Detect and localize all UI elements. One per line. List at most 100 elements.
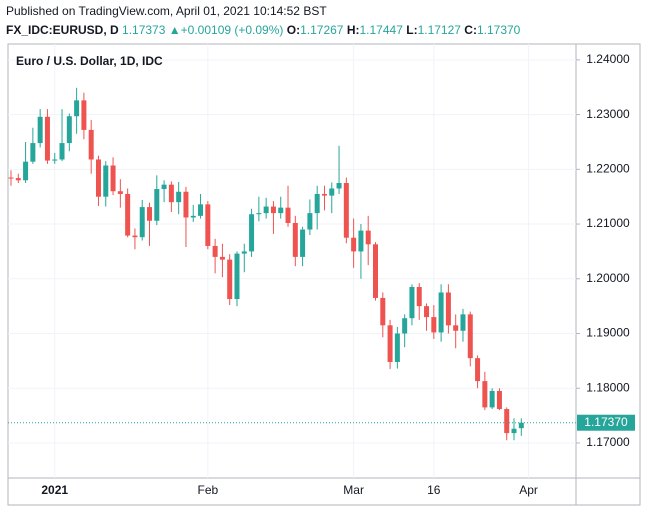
quote-line: FX_IDC:EURUSD, D 1.17373 ▲+0.00109 (+0.0… [6,23,521,37]
candle-body [15,178,21,181]
candle-body [59,143,65,160]
arrow: ▲ [169,23,181,37]
x-tick-label: Apr [519,483,538,497]
x-tick-label: Feb [197,483,218,497]
candle-body [336,183,342,189]
candle-body [518,422,524,429]
candle-body [139,207,145,238]
candle-body [183,191,189,218]
candle-body [256,213,262,215]
candle-body [95,159,101,197]
field-key: O: [287,23,300,37]
candle-body [219,256,225,260]
candle-body [365,230,371,245]
x-tick-label: Mar [343,483,364,497]
candle-body [438,292,444,333]
symbol: FX_IDC:EURUSD, D [6,23,119,37]
candle-body [52,159,58,161]
field-value: 1.17267 [300,23,344,37]
field-value: 1.17127 [418,23,462,37]
last-price-box [577,414,635,431]
candle-body [511,428,517,434]
candle-body [300,229,306,257]
candle-body [190,215,196,218]
change: +0.00109 (+0.09%) [181,23,284,37]
candle-body [278,207,284,214]
candle-body [234,253,240,300]
y-tick-label: 1.19000 [586,326,630,340]
candle-body [460,314,466,331]
y-tick-label: 1.24000 [586,52,630,66]
y-tick-label: 1.23000 [586,107,630,121]
candles [8,87,524,441]
y-tick-label: 1.20000 [586,271,630,285]
x-tick-label: 2021 [41,483,68,497]
candle-body [431,317,437,333]
candle-body [37,116,43,144]
candle-body [205,204,211,246]
candle-body [409,286,415,319]
candle-body [321,193,327,196]
published-note: Published on TradingView.com, April 01, … [6,4,327,18]
candle-body [394,333,400,362]
y-tick-label: 1.17000 [586,435,630,449]
candle-body [44,116,50,161]
candle-body [227,259,233,300]
candle-body [416,286,422,307]
candle-body [74,100,80,117]
candle-body [212,245,218,257]
candle-body [154,189,160,221]
candle-body [314,193,320,214]
candle-body [467,314,473,359]
candle-body [168,184,174,203]
frame [7,43,641,506]
candle-body [147,207,153,221]
candle-body [475,358,481,382]
candle-body [125,193,131,236]
candle-body [358,230,364,252]
field-key: L: [406,23,417,37]
candle-body [23,161,29,181]
candle-body [285,207,291,223]
candle-body [270,206,276,214]
candle-body [110,165,116,192]
candle-body [249,214,255,252]
candle-body [424,306,430,318]
candle-body [263,206,269,214]
price: 1.17373 [122,23,166,37]
candle-body [81,100,87,130]
candle-body [30,143,36,162]
candle-body [66,116,72,144]
candle-body [8,177,14,179]
candle-body [504,409,510,434]
candle-body [445,292,451,326]
candle-body [351,237,357,252]
candle-body [489,390,495,408]
x-tick-label: 16 [427,483,441,497]
last-price-label: 1.17370 [584,415,628,429]
candle-body [329,188,335,196]
candle-body [380,297,386,326]
candle-body [482,381,488,408]
candle-body [496,390,502,410]
candle-body [88,129,94,160]
candle-body [453,325,459,331]
candle-body [292,222,298,257]
candle-body [198,204,204,216]
field-key: H: [347,23,360,37]
y-tick-label: 1.21000 [586,216,630,230]
y-tick-label: 1.22000 [586,162,630,176]
y-tick-label: 1.18000 [586,380,630,394]
field-value: 1.17447 [360,23,404,37]
field-value: 1.17370 [477,23,521,37]
candle-body [132,235,138,238]
candle-body [176,191,182,203]
candle-body [373,244,378,298]
candle-body [241,251,247,254]
candle-body [343,183,349,238]
candle-body [307,213,313,230]
candle-body [103,165,109,197]
candle-body [117,191,123,194]
candle-body [387,325,393,362]
